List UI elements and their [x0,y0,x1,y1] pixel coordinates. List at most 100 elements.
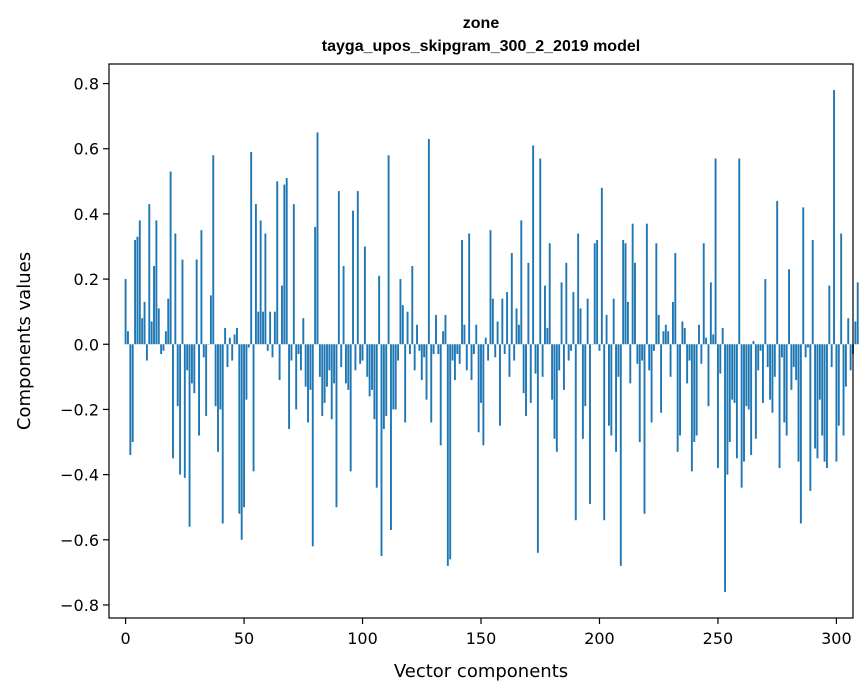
bar-250 [716,344,719,469]
bar-193 [581,344,584,439]
bar-167 [520,220,523,345]
bar-125 [420,344,423,381]
bar-11 [150,321,153,345]
bar-175 [539,158,542,345]
bar-19 [169,171,172,345]
y-tick-label-4: 0.0 [74,335,99,354]
bar-57 [259,220,262,345]
bar-272 [769,344,772,400]
bar-100 [361,344,364,361]
bar-137 [449,344,452,560]
bar-84 [323,344,326,403]
bar-127 [425,344,428,400]
bar-189 [572,292,575,345]
bar-108 [380,344,383,557]
bar-171 [529,344,532,403]
bar-147 [472,344,475,355]
bar-188 [570,344,572,351]
bar-245 [705,337,708,345]
bar-211 [624,243,627,345]
bar-45 [231,344,234,361]
x-tick-label-150: 150 [466,629,497,648]
bar-254 [726,344,729,475]
bar-114 [394,344,397,410]
bar-286 [802,207,805,345]
x-tick-label-0: 0 [120,629,130,648]
bar-132 [437,344,440,355]
bar-277 [780,344,783,358]
bar-284 [797,344,800,462]
bar-244 [702,243,705,345]
bar-97 [354,344,357,371]
bar-196 [589,344,591,504]
bar-265 [752,341,755,345]
y-tick-label-5: 0.2 [74,270,99,289]
bar-281 [790,344,793,390]
bar-214 [631,223,634,345]
y-axis-ticks: −0.8 −0.6 −0.4 −0.2 0.0 0.2 0.4 0.6 0.8 [60,75,109,615]
bar-18 [167,298,170,345]
bar-85 [326,344,328,387]
bar-138 [451,344,454,361]
bar-289 [809,344,812,491]
bar-251 [719,344,722,374]
bar-82 [318,344,321,377]
bar-9 [145,344,148,361]
bar-274 [773,344,776,377]
bar-111 [387,155,390,345]
bar-164 [513,344,516,361]
bar-297 [828,285,831,345]
bar-208 [617,344,620,377]
bar-210 [622,239,625,345]
bar-47 [236,327,238,345]
bar-282 [792,344,795,368]
bar-263 [747,344,750,410]
bar-12 [153,266,155,345]
bar-98 [356,191,359,345]
bar-233 [676,344,679,452]
bar-309 [856,282,859,345]
bar-62 [271,344,274,358]
bar-126 [423,344,426,358]
bar-150 [480,344,482,403]
bar-207 [615,344,618,452]
bar-13 [155,220,158,345]
bar-88 [333,344,336,384]
bar-305 [847,318,850,345]
bar-192 [579,308,582,345]
bar-80 [314,226,317,345]
bar-222 [650,344,653,423]
bar-41 [221,344,224,524]
bar-294 [821,344,824,436]
bar-141 [458,344,461,364]
bar-302 [840,233,843,345]
bar-145 [468,233,471,345]
bar-234 [679,344,681,436]
bar-63 [273,311,276,345]
bar-182 [555,344,558,452]
bar-75 [302,318,305,345]
bar-59 [264,233,267,345]
bar-185 [562,344,565,390]
bar-268 [759,344,762,351]
y-tick-label-1: −0.6 [60,531,99,550]
bar-232 [674,253,677,345]
bar-266 [754,344,757,439]
bar-87 [330,344,333,420]
bar-109 [382,344,385,429]
bar-91 [340,344,343,368]
bar-74 [299,344,302,371]
bar-183 [558,344,561,371]
bar-37 [212,155,215,345]
bar-146 [470,344,473,381]
bar-94 [347,344,350,390]
bar-200 [598,344,601,351]
bar-154 [489,230,492,345]
bar-176 [541,344,544,377]
bar-225 [657,314,660,345]
bar-124 [418,344,421,351]
bar-195 [586,298,589,345]
bar-6 [138,220,141,345]
bar-76 [304,344,307,387]
bar-209 [619,344,622,566]
